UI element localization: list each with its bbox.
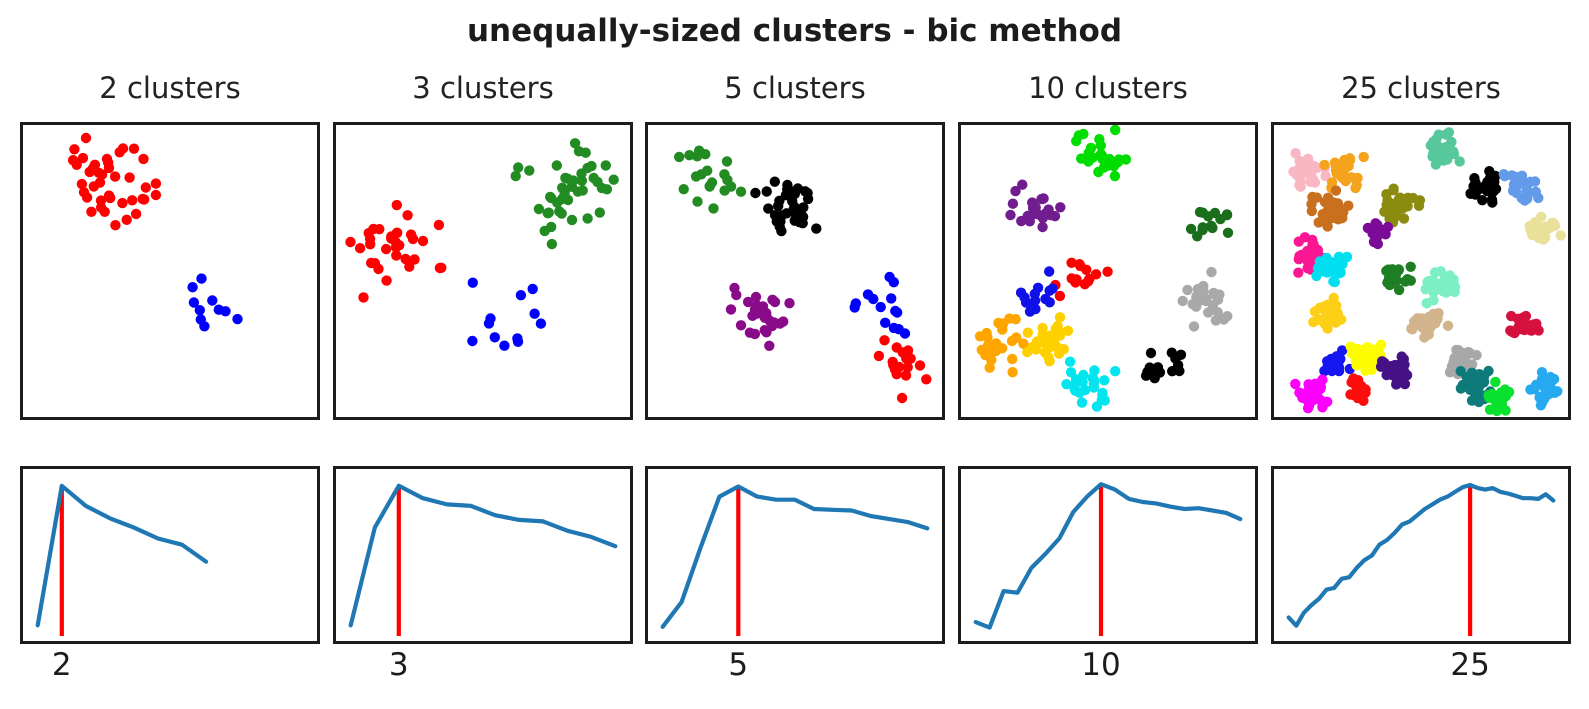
panel-column-10-clusters: 10 clusters 10 bbox=[958, 0, 1258, 709]
bic-curve-canvas bbox=[973, 482, 1243, 636]
bic-curve-plot bbox=[333, 466, 633, 644]
bic-curve-plot bbox=[645, 466, 945, 644]
bic-curve-canvas bbox=[35, 483, 209, 636]
subplot-title: 3 clusters bbox=[412, 71, 554, 105]
bic-curve-plot bbox=[1271, 466, 1571, 644]
figure-title: unequally-sized clusters - bic method bbox=[466, 13, 1123, 49]
subplot-title: 5 clusters bbox=[724, 71, 866, 105]
subplot-title: 10 clusters bbox=[1028, 71, 1188, 105]
bic-curve-canvas bbox=[660, 484, 930, 636]
scatter-points-canvas bbox=[1288, 127, 1566, 417]
scatter-plot bbox=[958, 122, 1258, 420]
scatter-plot bbox=[1271, 122, 1571, 420]
panel-column-5-clusters: 5 clusters 5 bbox=[645, 0, 945, 709]
panel-column-25-clusters: 25 clusters 25 bbox=[1271, 0, 1571, 709]
bic-curve-canvas bbox=[1286, 482, 1556, 636]
scatter-points-canvas bbox=[674, 145, 932, 404]
scatter-plot bbox=[645, 122, 945, 420]
x-tick-label: 3 bbox=[388, 647, 409, 683]
x-tick-label: 5 bbox=[728, 647, 749, 683]
subplot-title: 25 clusters bbox=[1341, 71, 1501, 105]
scatter-points-canvas bbox=[67, 132, 243, 332]
x-tick-label: 25 bbox=[1450, 647, 1490, 683]
scatter-plot bbox=[20, 122, 320, 420]
subplot-title: 2 clusters bbox=[99, 71, 241, 105]
scatter-points-canvas bbox=[345, 138, 619, 351]
bic-curve-plot bbox=[20, 466, 320, 644]
bic-curve-canvas bbox=[348, 483, 618, 636]
x-tick-label: 2 bbox=[51, 647, 72, 683]
panel-column-2-clusters: 2 clusters 2 bbox=[20, 0, 320, 709]
bic-curve-plot bbox=[958, 466, 1258, 644]
panel-column-3-clusters: 3 clusters 3 bbox=[333, 0, 633, 709]
x-tick-label: 10 bbox=[1081, 647, 1121, 683]
scatter-points-canvas bbox=[974, 125, 1234, 412]
scatter-plot bbox=[333, 122, 633, 420]
